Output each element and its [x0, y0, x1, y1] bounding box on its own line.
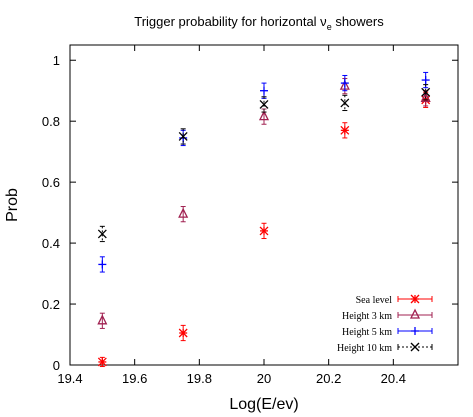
x-tick-label: 20	[257, 371, 271, 386]
data-point	[258, 110, 270, 121]
series-2	[98, 71, 430, 273]
legend-label: Height 5 km	[342, 327, 392, 338]
x-axis-title: Log(E/ev)	[229, 396, 298, 413]
y-tick-label: 0.8	[42, 114, 60, 129]
y-tick-label: 0.6	[42, 175, 60, 190]
y-axis-title: Prob	[4, 188, 21, 222]
data-point	[178, 207, 189, 218]
x-tick-label: 20.2	[316, 371, 341, 386]
x-tick-label: 19.6	[122, 371, 147, 386]
axis-ticks: 19.4 19.6 19.8 20 20.2 20.4 0 0.2 0.4 0.6 0.8 1	[42, 45, 458, 386]
y-tick-label: 0.4	[42, 236, 60, 251]
y-tick-label: 1	[53, 53, 60, 68]
y-tick-label: 0.2	[42, 297, 60, 312]
y-tick-label: 0	[53, 358, 60, 373]
data-point	[340, 98, 350, 108]
legend-label: Height 10 km	[337, 343, 392, 354]
legend-marker	[410, 294, 420, 304]
legend-label: Sea level	[356, 295, 393, 306]
data-series	[97, 71, 431, 368]
legend-marker	[410, 342, 420, 352]
data-point	[97, 357, 107, 367]
chart-title: Trigger probability for horizontal νe sh…	[134, 14, 384, 32]
data-point	[259, 226, 269, 236]
data-point	[260, 86, 268, 95]
data-point	[340, 79, 349, 88]
x-tick-label: 20.4	[381, 371, 406, 386]
x-tick-label: 19.4	[57, 371, 82, 386]
data-point	[97, 314, 108, 325]
series-3	[97, 84, 431, 243]
legend-label: Height 3 km	[342, 311, 392, 322]
data-point	[98, 260, 107, 269]
data-point	[421, 76, 430, 85]
legend: Sea level Height 3 km Height 5 km Height 10…	[337, 294, 433, 354]
legend-marker	[409, 308, 421, 319]
data-point	[340, 125, 350, 135]
legend-marker	[411, 327, 419, 335]
series-1	[97, 78, 431, 329]
x-tick-label: 19.8	[187, 371, 212, 386]
data-point	[420, 91, 431, 102]
data-point	[178, 131, 188, 141]
data-point	[97, 229, 107, 239]
series-0	[97, 91, 431, 368]
data-point	[421, 87, 431, 97]
data-point	[259, 99, 269, 109]
data-point	[178, 328, 188, 338]
